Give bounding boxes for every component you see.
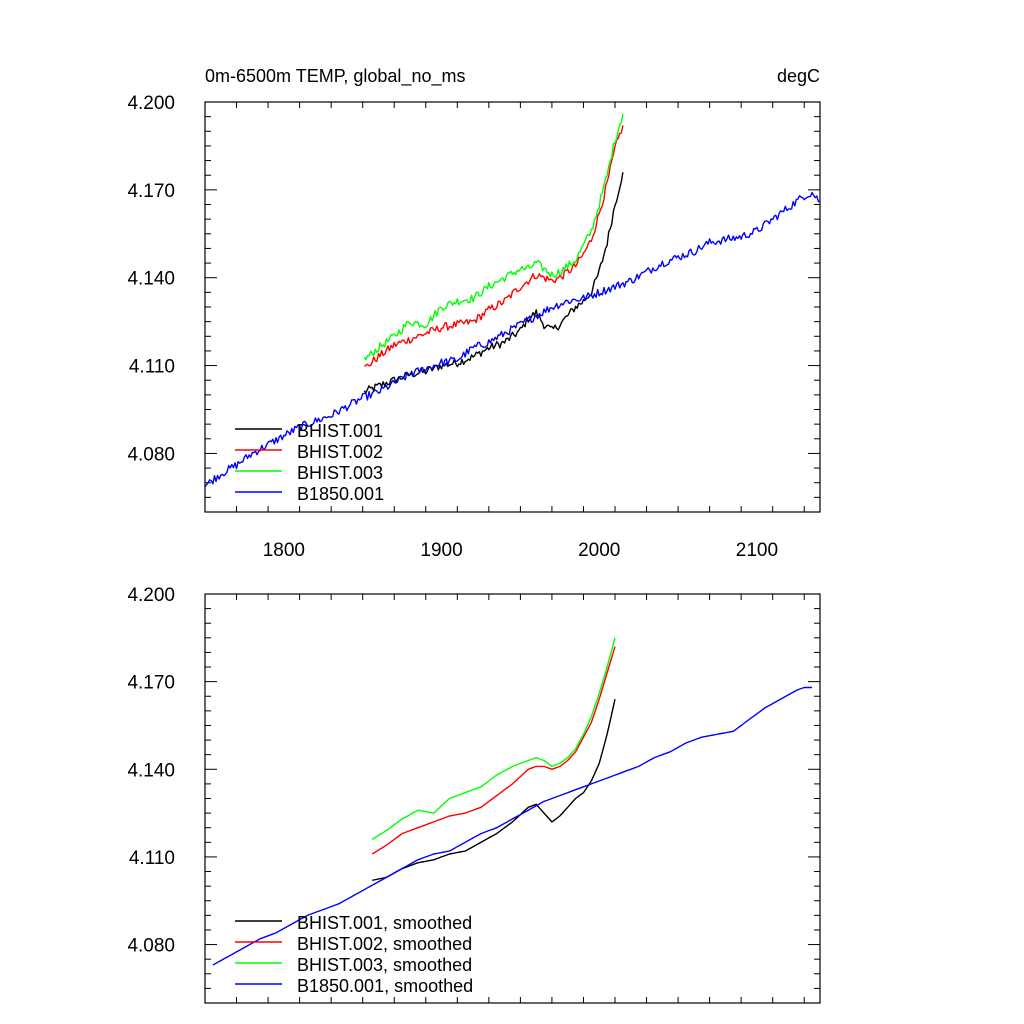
y-tick-label: 4.200 xyxy=(127,93,175,114)
series-line-1 xyxy=(372,699,616,881)
bottom-panel: 4.080 4.110 4.140 4.170 4.200 BHIST.001, smo… xyxy=(127,585,821,1004)
series-line-4 xyxy=(205,191,820,488)
series-line-3 xyxy=(363,113,624,361)
y-tick-label: 4.110 xyxy=(129,848,175,869)
legend-label: BHIST.003 xyxy=(297,463,383,483)
top-axes: 1800 1900 2000 2100 4.080 4.110 4.140 4.170 4.20… xyxy=(127,93,821,561)
top-panel: 0m-6500m TEMP, global_no_ms degC 1800 190… xyxy=(127,66,821,561)
x-tick-label: 2100 xyxy=(736,540,778,561)
series-line-4 xyxy=(212,686,813,966)
x-tick-label: 1900 xyxy=(420,540,462,561)
x-tick-label: 2000 xyxy=(578,540,620,561)
units-label: degC xyxy=(777,66,820,86)
series-line-2 xyxy=(363,125,624,367)
bottom-axes: 4.080 4.110 4.140 4.170 4.200 xyxy=(127,585,821,1004)
y-tick-label: 4.080 xyxy=(127,936,175,957)
legend-label: BHIST.002 xyxy=(297,442,383,462)
y-tick-label: 4.140 xyxy=(127,760,175,781)
chart-title: 0m-6500m TEMP, global_no_ms xyxy=(205,66,465,87)
y-tick-label: 4.110 xyxy=(129,357,175,378)
bottom-series-lines xyxy=(212,637,813,966)
legend-label: BHIST.001 xyxy=(297,421,383,441)
y-tick-label: 4.200 xyxy=(127,585,175,606)
top-series-lines xyxy=(205,113,820,488)
legend-label: BHIST.002, smoothed xyxy=(297,934,472,954)
y-tick-label: 4.170 xyxy=(127,181,175,202)
series-line-2 xyxy=(371,646,616,855)
legend-label: B1850.001 xyxy=(297,484,384,504)
y-tick-label: 4.140 xyxy=(127,269,175,290)
series-line-3 xyxy=(371,637,616,840)
x-tick-label: 1800 xyxy=(263,540,305,561)
legend-label: B1850.001, smoothed xyxy=(297,976,473,996)
y-tick-label: 4.080 xyxy=(127,444,175,465)
legend-label: BHIST.001, smoothed xyxy=(297,913,472,933)
legend-label: BHIST.003, smoothed xyxy=(297,955,472,975)
y-tick-label: 4.170 xyxy=(127,673,175,694)
